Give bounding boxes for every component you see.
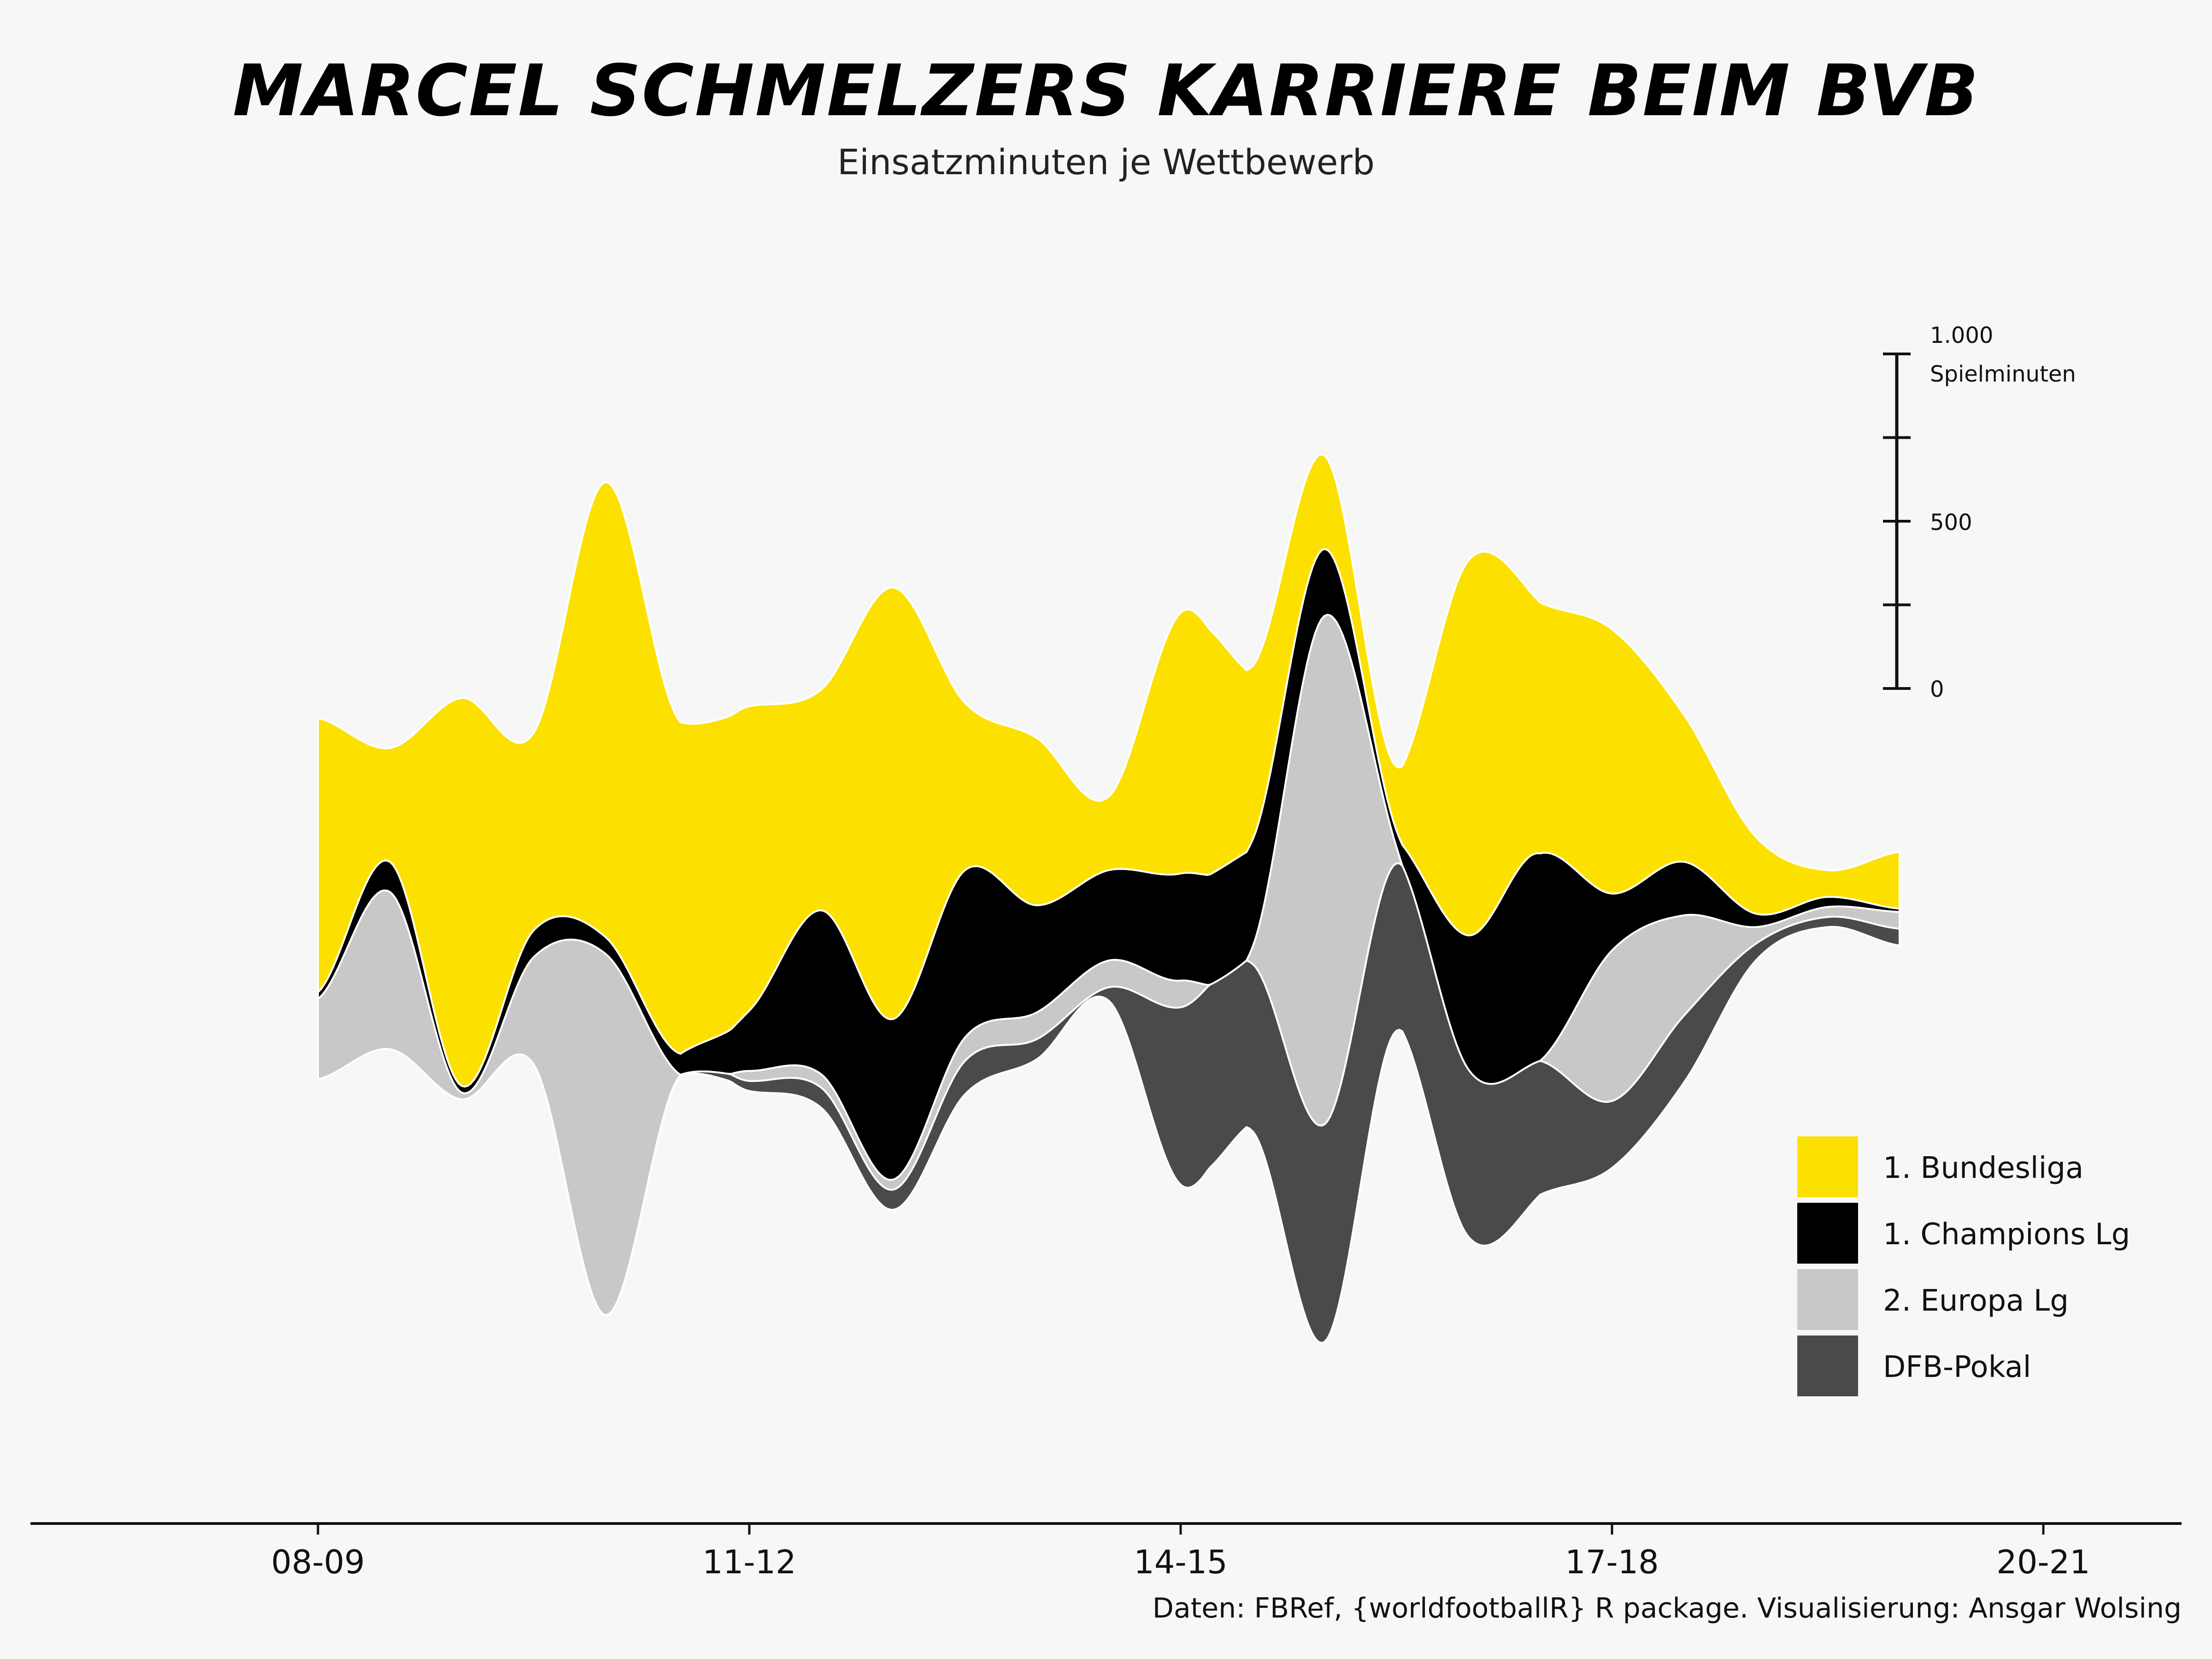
legend-label-pokal: DFB-Pokal <box>1883 1350 2031 1384</box>
x-axis-ticks: 08-09 11-12 14-15 17-18 20-21 <box>271 1524 2090 1581</box>
legend-label-bundesliga: 1. Bundesliga <box>1883 1151 2083 1185</box>
scale-label-mid: 500 <box>1930 510 1972 535</box>
x-axis-tick-label: 14-15 <box>1134 1543 1227 1581</box>
legend-swatch-pokal <box>1797 1335 1858 1396</box>
stream-layers <box>317 453 1900 1344</box>
scale-label-unit: Spielminuten <box>1930 361 2076 387</box>
x-axis-tick-label: 20-21 <box>1996 1543 2090 1581</box>
legend-label-champions: 1. Champions Lg <box>1883 1218 2130 1252</box>
scale-bar: 1.000 Spielminuten 500 0 <box>1883 323 2076 702</box>
stream-dfb-pokal <box>317 862 1900 1344</box>
scale-label-max-value: 1.000 <box>1930 323 1993 348</box>
scale-bar-ticks <box>1883 353 1911 690</box>
legend-swatch-champions <box>1797 1203 1858 1264</box>
chart-subtitle: Einsatzminuten je Wettbewerb <box>837 141 1375 182</box>
x-axis-tick-label: 17-18 <box>1565 1543 1659 1581</box>
x-axis-tick-label: 11-12 <box>702 1543 796 1581</box>
scale-label-zero: 0 <box>1930 677 1944 702</box>
chart-title: Marcel Schmelzers Karriere beim BVB <box>233 50 1979 132</box>
x-axis-tick-label: 08-09 <box>271 1543 365 1581</box>
legend-swatch-europa <box>1797 1269 1858 1330</box>
legend-label-europa: 2. Europa Lg <box>1883 1284 2069 1318</box>
legend: 1. Bundesliga 1. Champions Lg 2. Europa … <box>1797 1136 2130 1396</box>
x-axis: 08-09 11-12 14-15 17-18 20-21 <box>30 1522 2182 1581</box>
legend-swatch-bundesliga <box>1797 1136 1858 1197</box>
chart-caption: Daten: FBRef, {worldfootballR} R package… <box>1153 1592 2182 1624</box>
